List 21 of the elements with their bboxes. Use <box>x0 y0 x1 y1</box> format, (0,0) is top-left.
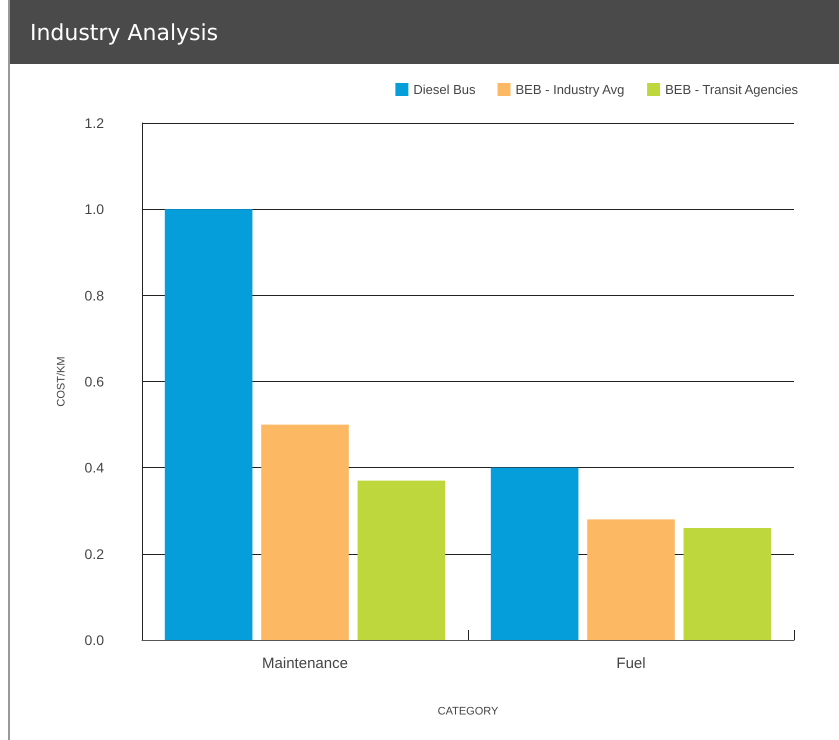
x-axis-title: CATEGORY <box>438 706 500 718</box>
bar <box>164 209 252 640</box>
y-tick-label: 1.0 <box>84 201 104 218</box>
y-tick-label: 0.4 <box>84 460 104 476</box>
chart-title: Industry Analysis <box>10 0 839 64</box>
bar <box>358 480 446 640</box>
x-tick-label: Fuel <box>616 655 646 672</box>
y-tick-label: 0.2 <box>84 546 104 562</box>
legend-label: Diesel Bus <box>413 82 476 97</box>
legend-label: BEB - Transit Agencies <box>665 82 799 97</box>
y-tick-label: 0.8 <box>84 287 104 304</box>
x-tick-label: Maintenance <box>262 655 348 672</box>
y-tick-label: 0.0 <box>84 632 104 648</box>
y-tick-label: 1.2 <box>84 115 104 131</box>
bar <box>261 424 349 640</box>
y-tick-label: 0.6 <box>84 374 104 390</box>
legend-label: BEB - Industry Avg <box>516 82 624 97</box>
bar <box>587 519 675 640</box>
bar <box>490 468 578 640</box>
y-axis-title: COST/KM <box>56 356 68 407</box>
bar <box>684 528 772 640</box>
